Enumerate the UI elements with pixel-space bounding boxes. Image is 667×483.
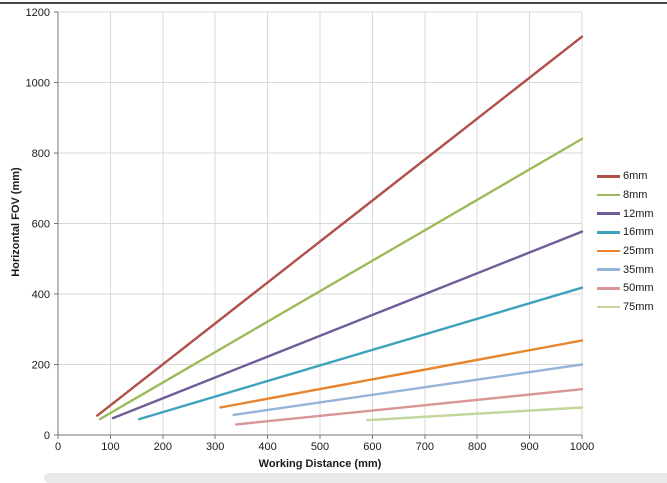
x-tick-label-400: 400	[258, 441, 276, 453]
legend-swatch-75mm	[597, 305, 620, 309]
legend-label-35mm: 35mm	[623, 263, 654, 276]
legend-label-6mm: 6mm	[623, 170, 648, 183]
y-tick-label-400: 400	[32, 289, 50, 301]
legend-item-25mm: 25mm	[597, 242, 654, 261]
legend-item-8mm: 8mm	[597, 186, 654, 205]
legend-item-6mm: 6mm	[597, 167, 654, 186]
chart-legend: 6mm 8mm 12mm 16mm 25mm 35mm 50mm 75mm	[597, 167, 654, 317]
x-tick-label-1000: 1000	[570, 441, 594, 453]
legend-item-35mm: 35mm	[597, 260, 654, 279]
y-tick-label-1000: 1000	[26, 78, 50, 90]
legend-swatch-25mm	[597, 249, 620, 253]
series-line-16mm	[137, 286, 584, 421]
legend-swatch-35mm	[597, 268, 620, 272]
series-line-8mm	[98, 137, 584, 421]
legend-label-25mm: 25mm	[623, 245, 654, 258]
legend-swatch-16mm	[597, 231, 620, 234]
y-tick-label-200: 200	[32, 360, 50, 372]
y-axis-title: Horizontal FOV (mm)	[10, 167, 22, 277]
y-tick-label-1200: 1200	[26, 7, 50, 19]
series-line-6mm	[96, 35, 584, 417]
legend-item-12mm: 12mm	[597, 204, 654, 223]
series-line-12mm	[111, 230, 584, 420]
legend-label-75mm: 75mm	[623, 301, 654, 314]
legend-swatch-8mm	[597, 193, 620, 197]
x-tick-label-100: 100	[101, 441, 119, 453]
legend-item-50mm: 50mm	[597, 279, 654, 298]
legend-label-16mm: 16mm	[623, 226, 654, 239]
legend-item-16mm: 16mm	[597, 223, 654, 242]
x-tick-label-800: 800	[468, 441, 486, 453]
legend-swatch-50mm	[597, 287, 620, 290]
y-tick-label-0: 0	[44, 430, 50, 442]
series-line-25mm	[219, 339, 584, 409]
legend-swatch-12mm	[597, 212, 620, 216]
horizontal-scrollbar[interactable]	[44, 473, 667, 483]
x-axis-title: Working Distance (mm)	[258, 458, 382, 470]
x-tick-label-200: 200	[154, 441, 172, 453]
window-top-border	[0, 2, 667, 4]
x-tick-label-900: 900	[520, 441, 538, 453]
y-tick-label-600: 600	[32, 219, 50, 231]
series-line-35mm	[232, 363, 584, 417]
legend-swatch-6mm	[597, 175, 620, 178]
x-tick-label-500: 500	[311, 441, 329, 453]
x-tick-label-300: 300	[206, 441, 224, 453]
legend-item-75mm: 75mm	[597, 298, 654, 317]
x-tick-label-0: 0	[55, 441, 61, 453]
legend-label-12mm: 12mm	[623, 207, 654, 220]
legend-label-8mm: 8mm	[623, 189, 648, 202]
x-tick-label-600: 600	[363, 441, 381, 453]
legend-label-50mm: 50mm	[623, 282, 654, 295]
y-tick-label-800: 800	[32, 148, 50, 160]
series-line-75mm	[366, 406, 584, 422]
series-line-50mm	[234, 388, 584, 426]
x-tick-label-700: 700	[416, 441, 434, 453]
